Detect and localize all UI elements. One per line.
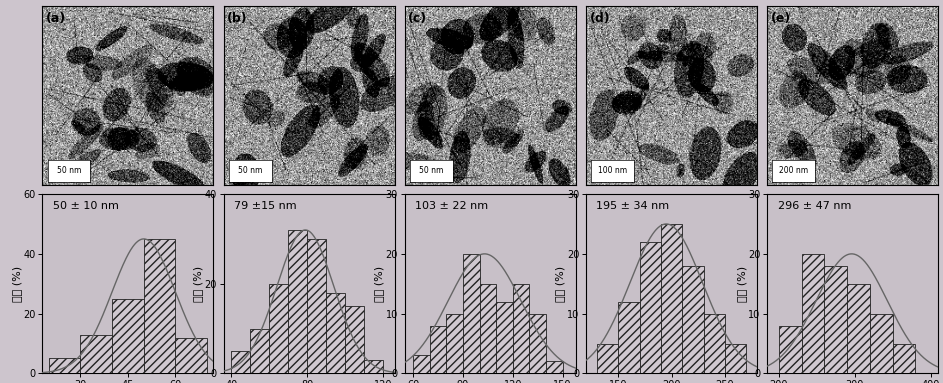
Y-axis label: 频率 (%): 频率 (%) [736,266,747,302]
Text: (c): (c) [408,12,427,25]
Bar [326,293,345,373]
Bar [529,314,546,373]
Bar [307,239,326,373]
Bar [703,314,725,373]
Bar [112,299,143,373]
Bar [496,302,513,373]
Text: (d): (d) [589,12,610,25]
Bar [639,242,661,373]
Bar [683,266,703,373]
Bar [463,254,480,373]
Bar [513,284,529,373]
Bar [49,358,80,373]
Bar [480,284,496,373]
Bar [364,360,383,373]
Bar [231,351,250,373]
Y-axis label: 频率 (%): 频率 (%) [555,266,566,302]
Bar [80,335,112,373]
Bar [779,326,802,373]
Text: 50 ± 10 nm: 50 ± 10 nm [53,201,119,211]
Bar [619,302,639,373]
Text: 195 ± 34 nm: 195 ± 34 nm [596,201,670,211]
Text: (b): (b) [227,12,248,25]
Y-axis label: 频率 (%): 频率 (%) [193,266,203,302]
Bar [289,230,307,373]
Bar [802,254,824,373]
Bar [446,314,463,373]
Bar [413,355,430,373]
Text: 103 ± 22 nm: 103 ± 22 nm [415,201,488,211]
Bar [893,344,916,373]
Bar [824,266,847,373]
Bar [175,337,207,373]
Text: (e): (e) [770,12,791,25]
Bar [143,239,175,373]
Bar [847,284,869,373]
Bar [661,224,683,373]
Text: (a): (a) [46,12,66,25]
Bar [430,326,446,373]
Bar [270,284,289,373]
Text: 296 ± 47 nm: 296 ± 47 nm [778,201,851,211]
Bar [725,344,746,373]
Y-axis label: 频率 (%): 频率 (%) [374,266,384,302]
Y-axis label: 频率 (%): 频率 (%) [11,266,22,302]
Bar [869,314,893,373]
Text: 79 ±15 nm: 79 ±15 nm [234,201,296,211]
Bar [345,306,364,373]
Bar [546,362,563,373]
Bar [250,329,270,373]
Bar [597,344,619,373]
